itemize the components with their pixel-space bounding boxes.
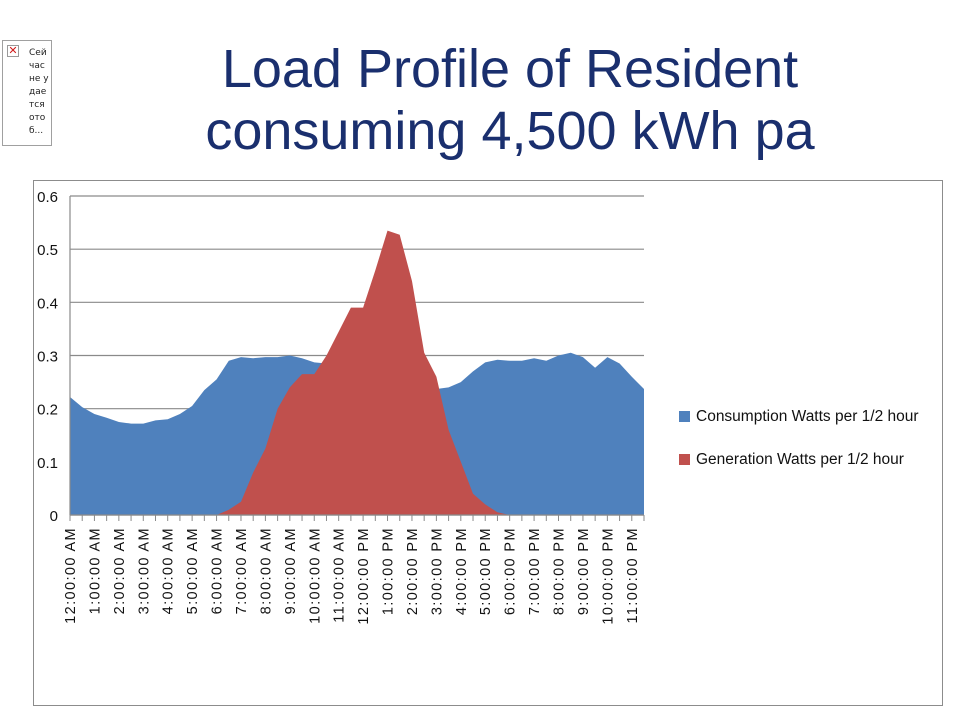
x-tick-label: 3:00:00 PM <box>429 527 445 615</box>
x-tick-label: 10:00:00 AM <box>307 527 323 624</box>
generation-area <box>70 230 644 515</box>
legend-swatch <box>679 454 690 465</box>
x-tick-label: 6:00:00 AM <box>210 527 226 614</box>
legend-label: Generation Watts per 1/2 hour <box>696 451 904 468</box>
x-tick-label: 11:00:00 AM <box>332 527 348 623</box>
x-tick-label: 8:00:00 PM <box>552 527 568 615</box>
x-tick-label: 9:00:00 AM <box>283 527 299 614</box>
y-tick-label: 0.1 <box>37 455 58 472</box>
x-tick-label: 12:00:00 PM <box>356 527 372 625</box>
legend-label: Consumption Watts per 1/2 hour <box>696 408 919 425</box>
x-tick-label: 11:00:00 PM <box>625 527 641 624</box>
x-tick-label: 5:00:00 AM <box>185 527 201 614</box>
broken-image-icon: ✕ <box>7 44 19 57</box>
slide-title-line-2: consuming 4,500 kWh pa <box>205 101 815 161</box>
broken-image-placeholder: ✕ Сейчас не удается отоб... <box>2 40 52 146</box>
y-tick-label: 0.2 <box>37 402 58 419</box>
x-tick-label: 7:00:00 PM <box>527 527 543 615</box>
slide-title-line-1: Load Profile of Resident <box>221 39 799 99</box>
x-tick-label: 10:00:00 PM <box>600 527 616 625</box>
y-tick-label: 0.4 <box>37 295 58 312</box>
x-tick-label: 9:00:00 PM <box>576 527 592 615</box>
x-tick-label: 12:00:00 AM <box>63 527 79 624</box>
x-tick-label: 1:00:00 AM <box>87 527 103 614</box>
y-tick-label: 0 <box>50 508 58 525</box>
x-tick-label: 7:00:00 AM <box>234 527 250 614</box>
y-tick-label: 0.3 <box>37 349 58 366</box>
x-tick-label: 4:00:00 AM <box>161 527 177 614</box>
x-tick-label: 2:00:00 AM <box>112 527 128 614</box>
x-tick-label: 2:00:00 PM <box>405 527 421 615</box>
x-tick-label: 6:00:00 PM <box>503 527 519 615</box>
x-tick-label: 4:00:00 PM <box>454 527 470 615</box>
y-tick-label: 0.6 <box>37 189 58 206</box>
x-tick-label: 5:00:00 PM <box>478 527 494 615</box>
x-tick-label: 8:00:00 AM <box>258 527 274 614</box>
slide-title: Load Profile of Resident consuming 4,500… <box>60 38 960 162</box>
y-tick-label: 0.5 <box>37 242 58 259</box>
legend-swatch <box>679 411 690 422</box>
x-tick-label: 1:00:00 PM <box>381 527 397 615</box>
broken-image-alt-text: Сейчас не удается отоб... <box>29 48 49 136</box>
x-tick-label: 3:00:00 AM <box>136 527 152 614</box>
